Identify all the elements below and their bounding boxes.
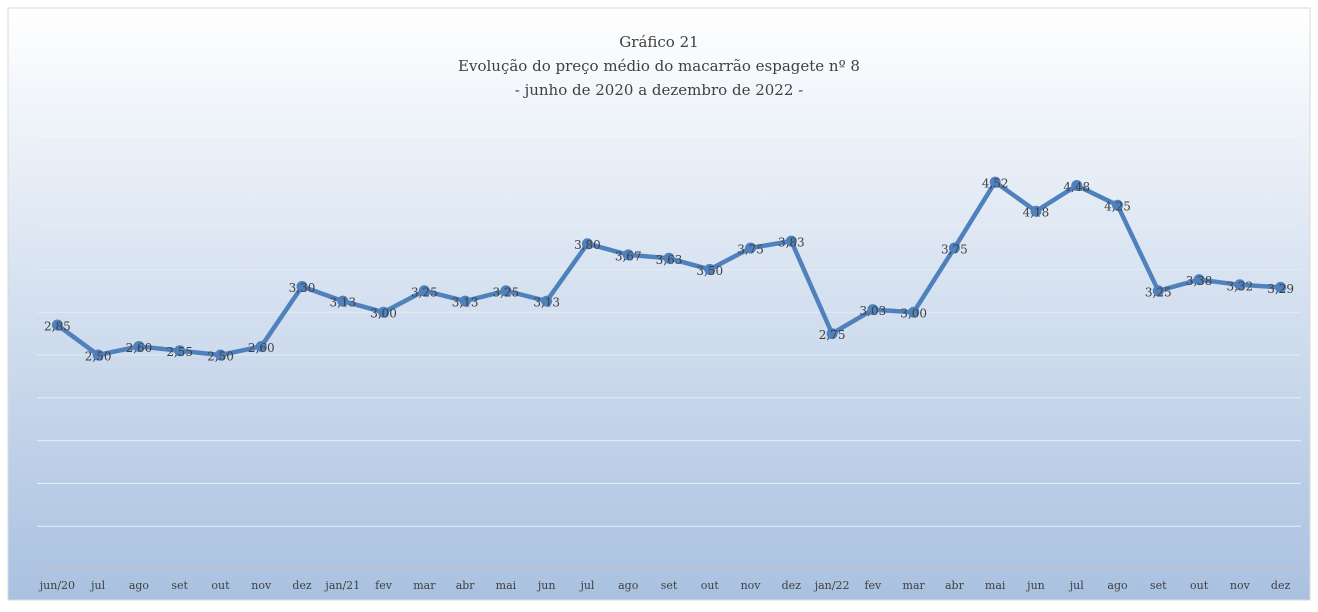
marker xyxy=(1112,199,1124,211)
x-tick-label: out xyxy=(1190,579,1209,592)
marker xyxy=(418,285,430,297)
data-label: 4,25 xyxy=(1104,200,1131,214)
marker xyxy=(174,345,186,357)
x-tick-label: fev xyxy=(375,579,393,592)
x-tick-label: jul xyxy=(89,579,105,592)
marker xyxy=(785,235,797,247)
chart-subtitle: - junho de 2020 a dezembro de 2022 - xyxy=(515,81,803,99)
chart-title: Gráfico 21 xyxy=(619,33,698,51)
marker xyxy=(989,176,1001,188)
x-tick-label: mar xyxy=(413,579,436,592)
marker xyxy=(378,306,390,318)
marker xyxy=(51,319,63,331)
marker xyxy=(214,349,226,361)
data-label: 3,75 xyxy=(737,243,764,257)
data-label: 3,50 xyxy=(696,264,723,278)
marker xyxy=(745,242,757,254)
marker xyxy=(663,252,675,264)
data-label: 2,55 xyxy=(166,345,193,359)
marker xyxy=(622,249,634,261)
marker xyxy=(541,295,553,307)
data-label: 3,80 xyxy=(574,238,601,252)
chart-subtitle: Evolução do preço médio do macarrão espa… xyxy=(458,57,860,75)
x-tick-label: abr xyxy=(945,579,965,592)
marker xyxy=(867,304,879,316)
x-tick-label: jul xyxy=(1068,579,1084,592)
x-tick-label: jan/21 xyxy=(323,579,360,592)
data-label: 4,48 xyxy=(1063,180,1090,194)
data-label: 3,75 xyxy=(941,243,968,257)
data-label: 3,32 xyxy=(1226,279,1253,293)
data-label: 2,75 xyxy=(819,328,846,342)
data-label: 3,25 xyxy=(493,285,520,299)
marker xyxy=(500,285,512,297)
marker xyxy=(826,328,838,340)
marker xyxy=(133,340,145,352)
x-tick-label: mar xyxy=(903,579,926,592)
x-tick-label: fev xyxy=(864,579,882,592)
data-label: 3,00 xyxy=(370,307,397,321)
x-tick-label: ago xyxy=(618,579,639,592)
data-label: 4,18 xyxy=(1023,206,1050,220)
x-tick-label: nov xyxy=(741,579,762,592)
marker xyxy=(948,242,960,254)
data-label: 3,29 xyxy=(1267,282,1294,296)
x-tick-label: jun/20 xyxy=(38,579,75,592)
marker xyxy=(908,306,920,318)
x-tick-label: ago xyxy=(1107,579,1128,592)
data-label: 4,52 xyxy=(982,177,1009,191)
x-tick-label: out xyxy=(211,579,230,592)
data-label: 3,38 xyxy=(1186,274,1213,288)
x-tick-label: abr xyxy=(456,579,476,592)
data-label: 3,13 xyxy=(329,296,356,310)
marker xyxy=(296,281,308,293)
marker xyxy=(459,295,471,307)
x-tick-label: set xyxy=(171,579,188,592)
data-label: 3,03 xyxy=(860,304,887,318)
x-tick-label: ago xyxy=(129,579,150,592)
x-tick-label: set xyxy=(1150,579,1167,592)
data-label: 3,30 xyxy=(289,281,316,295)
data-label: 3,63 xyxy=(656,253,683,267)
x-tick-label: jun xyxy=(1025,579,1045,592)
x-tick-label: nov xyxy=(251,579,272,592)
marker xyxy=(1193,274,1205,286)
data-label: 2,50 xyxy=(85,350,112,364)
data-label: 2,60 xyxy=(126,341,153,355)
marker xyxy=(704,263,716,275)
marker xyxy=(1152,285,1164,297)
marker xyxy=(581,238,593,250)
marker xyxy=(337,295,349,307)
x-tick-label: mai xyxy=(985,579,1006,592)
x-tick-label: dez xyxy=(1271,579,1291,592)
x-tick-label: dez xyxy=(782,579,802,592)
data-label: 2,60 xyxy=(248,341,275,355)
data-label: 3,67 xyxy=(615,249,642,263)
data-label: 3,00 xyxy=(900,307,927,321)
x-tick-label: jun xyxy=(536,579,556,592)
chart-area xyxy=(7,7,1311,601)
x-tick-label: jul xyxy=(578,579,594,592)
x-tick-label: dez xyxy=(292,579,312,592)
x-tick-label: out xyxy=(701,579,720,592)
data-label: 3,25 xyxy=(411,285,438,299)
data-label: 2,50 xyxy=(207,350,234,364)
marker xyxy=(1030,205,1042,217)
data-label: 3,13 xyxy=(533,296,560,310)
marker xyxy=(1071,180,1083,192)
data-label: 3,25 xyxy=(1145,285,1172,299)
marker xyxy=(255,340,267,352)
x-tick-label: jan/22 xyxy=(813,579,850,592)
x-tick-label: mai xyxy=(496,579,517,592)
x-tick-label: nov xyxy=(1230,579,1251,592)
data-label: 3,13 xyxy=(452,296,479,310)
marker xyxy=(1275,281,1287,293)
marker xyxy=(92,349,104,361)
marker xyxy=(1234,279,1246,291)
data-label: 2,85 xyxy=(44,320,71,334)
x-tick-label: set xyxy=(661,579,678,592)
data-label: 3,83 xyxy=(778,236,805,250)
